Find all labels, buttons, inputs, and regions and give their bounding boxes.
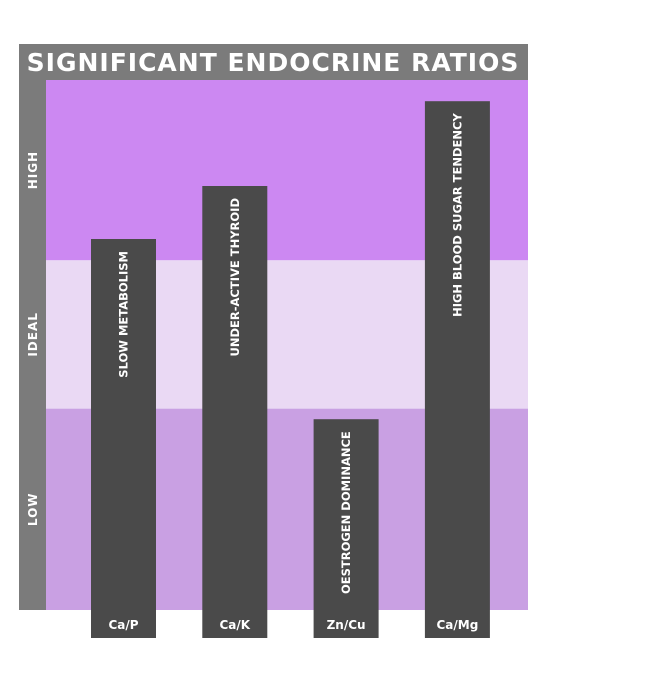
bar-label-2: OESTROGEN DOMINANCE [339,431,353,594]
band-label-low: LOW [26,492,40,526]
title-bar [19,44,528,80]
band-label-ideal: IDEAL [26,312,40,357]
category-labels-layer: Ca/P Ca/K Zn/Cu Ca/Mg [108,618,478,632]
bar-label-3: HIGH BLOOD SUGAR TENDENCY [450,113,464,317]
left-axis-strip [19,80,46,610]
bar-2 [313,419,379,638]
category-label-0: Ca/P [108,618,138,632]
bars-layer: SLOW METABOLISM UNDER-ACTIVE THYROID OESTR… [91,101,490,638]
bar-label-0: SLOW METABOLISM [117,251,131,378]
bar-0 [91,239,156,638]
band-labels-layer: LOW IDEAL HIGH [26,151,40,526]
band-label-high: HIGH [26,151,40,189]
bar-label-1: UNDER-ACTIVE THYROID [228,198,242,356]
bar-1 [202,186,268,638]
chart-title: SIGNIFICANT ENDOCRINE RATIOS [27,48,520,77]
category-label-2: Zn/Cu [327,618,366,632]
category-label-1: Ca/K [220,618,251,632]
category-label-3: Ca/Mg [436,618,478,632]
bar-3 [424,101,490,638]
